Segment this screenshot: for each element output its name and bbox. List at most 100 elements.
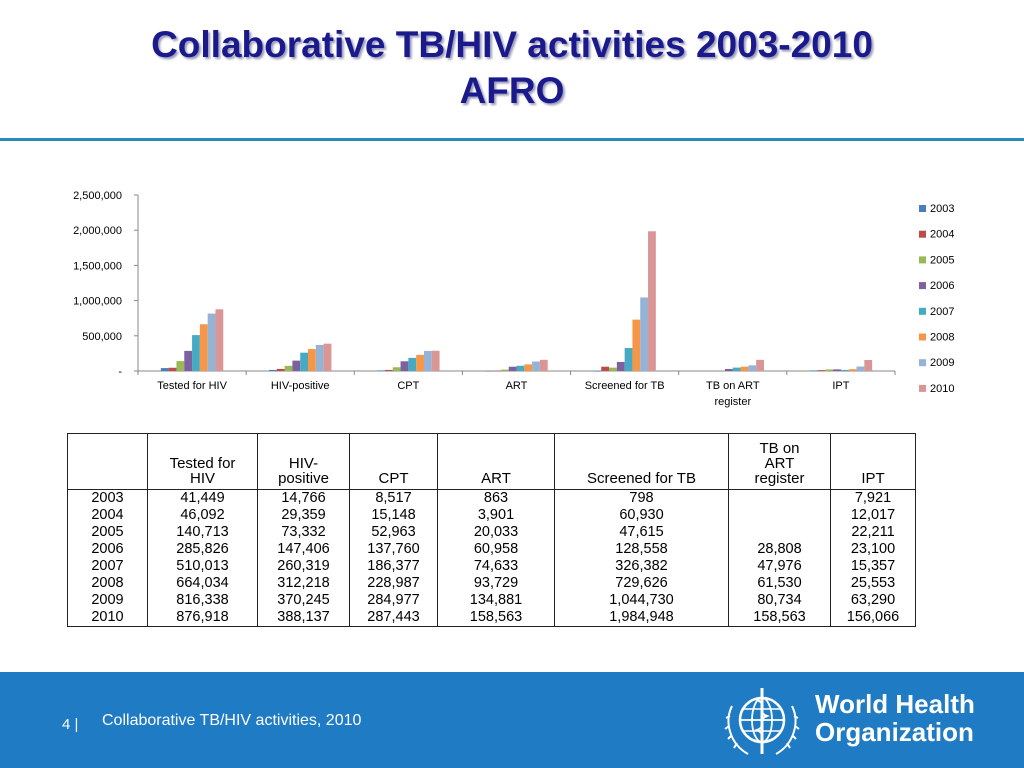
legend-label: 2006 (930, 280, 954, 292)
bar-2005 (500, 369, 509, 371)
table-cell: 388,137 (257, 609, 350, 627)
table-header-text: ART (764, 455, 795, 472)
table-cell: 73,332 (257, 524, 350, 541)
bar-2009 (532, 361, 540, 371)
table-cell: 74,633 (437, 558, 555, 575)
table-cell: 29,359 (257, 507, 350, 524)
table-cell: 284,977 (349, 592, 438, 609)
table-header-cell: HIV-positive (257, 433, 350, 490)
data-table: Tested for HIV HIV-positive CPT ART Screened … (67, 433, 916, 627)
bar-2004 (601, 366, 610, 371)
bar-2008 (848, 369, 857, 371)
table-row-year: 2008 (67, 575, 148, 592)
table-cell: 1,044,730 (554, 592, 729, 609)
y-tick-label: 500,000 (82, 331, 122, 343)
table-row-year: 2010 (67, 609, 148, 627)
table-header-text: CPT (378, 470, 409, 487)
table-header-cell: Tested for HIV (147, 433, 258, 490)
x-tick-label: CPT (397, 380, 419, 392)
table-cell (728, 507, 831, 524)
legend-label: 2003 (930, 203, 954, 215)
bar-2010 (431, 350, 440, 371)
table-cell: 63,290 (830, 592, 916, 609)
legend-swatch (919, 333, 926, 341)
bar-2006 (292, 360, 301, 371)
x-tick-label: register (714, 396, 751, 408)
y-tick-label: 2,000,000 (73, 225, 122, 237)
legend-swatch (919, 384, 926, 392)
bar-2008 (632, 319, 641, 371)
bar-2010 (756, 359, 764, 371)
slide-title-line2: AFRO (459, 70, 565, 111)
table-cell (728, 489, 831, 507)
bar-2010 (215, 309, 224, 371)
table-row: 2006 285,826 147,406 137,760 60,958 128,558 28… (67, 541, 916, 558)
table-cell: 128,558 (554, 541, 729, 558)
table-cell: 326,382 (554, 558, 729, 575)
table-cell: 60,930 (554, 507, 729, 524)
bar-2003 (485, 370, 494, 372)
table-cell: 93,729 (437, 575, 555, 592)
legend-swatch (919, 359, 926, 367)
table-cell: 23,100 (830, 541, 916, 558)
table-cell: 312,218 (257, 575, 350, 592)
table-row: 2010 876,918 388,137 287,443 158,563 1,984,94… (67, 609, 916, 627)
legend-label: 2004 (930, 229, 954, 241)
table-row: 2004 46,092 29,359 15,148 3,901 60,930 12,017 (67, 507, 916, 524)
x-tick-label: Screened for TB (585, 380, 665, 392)
bar-2007 (300, 352, 309, 371)
who-wordmark: World Health Organization (815, 690, 975, 746)
table-header-text: HIV- (288, 455, 319, 472)
table-header-cell: ART (437, 433, 555, 490)
bar-2004 (276, 368, 285, 371)
x-tick-label: TB on ART (706, 380, 760, 392)
table-header-text: IPT (861, 470, 885, 487)
table-header-cell: TB on ART register (728, 433, 831, 490)
table-cell: 876,918 (147, 609, 258, 627)
table-row-year: 2006 (67, 541, 148, 558)
slide-title-line1: Collaborative TB/HIV activities 2003-201… (151, 24, 873, 65)
bar-2004 (817, 370, 826, 371)
table-cell: 41,449 (147, 489, 258, 507)
bar-2007 (516, 365, 525, 371)
x-tick-label: IPT (832, 380, 849, 392)
table-header-text: Tested for (169, 455, 236, 472)
table-header-text: TB on (759, 440, 800, 457)
bar-2008 (740, 366, 749, 371)
legend-label: 2009 (930, 357, 954, 369)
table-row: 2008 664,034 312,218 228,987 93,729 729,626 61… (67, 575, 916, 592)
table-cell: 147,406 (257, 541, 350, 558)
y-tick-label: 1,000,000 (73, 296, 122, 308)
table-row: 2007 510,013 260,319 186,377 74,633 326,382 47… (67, 558, 916, 575)
bar-2006 (616, 361, 625, 371)
table-cell: 28,808 (728, 541, 831, 558)
bar-2009 (315, 344, 324, 371)
legend-swatch (919, 230, 926, 238)
table-cell: 510,013 (147, 558, 258, 575)
bar-2007 (192, 335, 200, 371)
who-wordmark-line1: World Health (815, 689, 975, 719)
table-cell: 285,826 (147, 541, 258, 558)
bar-2010 (539, 359, 548, 371)
bar-2006 (833, 369, 841, 371)
bar-2003 (269, 369, 277, 371)
table-cell: 80,734 (728, 592, 831, 609)
bar-2009 (856, 366, 865, 371)
bar-2006 (184, 350, 193, 371)
table-cell: 12,017 (830, 507, 916, 524)
table-cell: 228,987 (349, 575, 438, 592)
bar-2003 (809, 370, 818, 372)
table-cell: 47,615 (554, 524, 729, 541)
table-cell: 260,319 (257, 558, 350, 575)
bar-2005 (284, 365, 293, 371)
table-row-year: 2004 (67, 507, 148, 524)
bar-2007 (624, 348, 633, 371)
table-row: 2009 816,338 370,245 284,977 134,881 1,044,73… (67, 592, 916, 609)
table-cell: 61,530 (728, 575, 831, 592)
legend-label: 2010 (930, 383, 954, 395)
table-header-row: Tested for HIV HIV-positive CPT ART Screened … (67, 433, 916, 490)
table-header-text: Screened for TB (587, 470, 696, 487)
table-cell: 47,976 (728, 558, 831, 575)
bar-2008 (524, 364, 533, 371)
table-header-cell (67, 433, 148, 490)
